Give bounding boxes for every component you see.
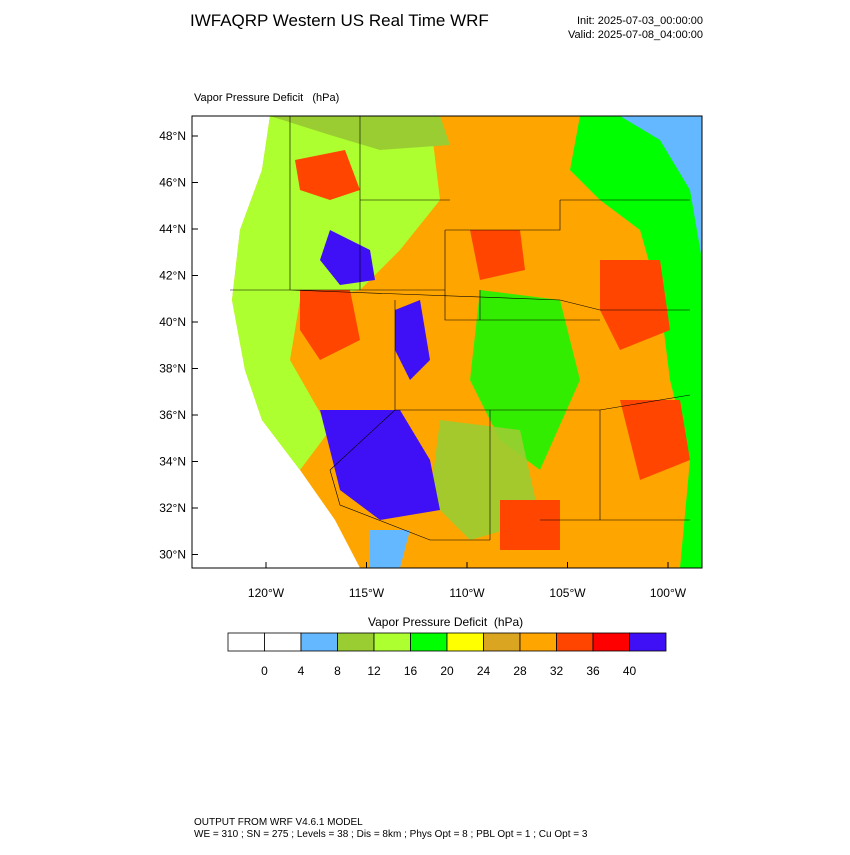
lat-label: 44°N bbox=[159, 222, 186, 236]
colorbar-label: 4 bbox=[298, 664, 305, 678]
lon-label: 120°W bbox=[248, 586, 285, 600]
init-time: Init: 2025-07-03_00:00:00 bbox=[577, 15, 703, 27]
lon-label: 100°W bbox=[650, 586, 687, 600]
colorbar-label: 40 bbox=[623, 664, 637, 678]
colorbar-title: Vapor Pressure Deficit (hPa) bbox=[368, 615, 523, 629]
lon-label: 105°W bbox=[549, 586, 586, 600]
lat-label: 36°N bbox=[159, 408, 186, 422]
colorbar-box bbox=[446, 632, 484, 652]
map bbox=[192, 116, 702, 568]
colorbar-box bbox=[519, 632, 557, 652]
colorbar-box bbox=[373, 632, 411, 652]
colorbar-label: 32 bbox=[550, 664, 564, 678]
colorbar-box bbox=[264, 632, 302, 652]
valid-time: Valid: 2025-07-08_04:00:00 bbox=[568, 29, 703, 41]
lat-label: 42°N bbox=[159, 269, 186, 283]
colorbar-box bbox=[556, 632, 594, 652]
colorbar-label: 8 bbox=[334, 664, 341, 678]
lat-label: 32°N bbox=[159, 501, 186, 515]
lat-label: 30°N bbox=[159, 548, 186, 562]
colorbar-label: 24 bbox=[477, 664, 491, 678]
footer-line: OUTPUT FROM WRF V4.6.1 MODEL bbox=[194, 817, 363, 828]
map-label: Vapor Pressure Deficit (hPa) bbox=[194, 92, 339, 104]
colorbar-box bbox=[483, 632, 521, 652]
colorbar-box bbox=[629, 632, 667, 652]
lat-label: 40°N bbox=[159, 315, 186, 329]
lon-label: 115°W bbox=[349, 586, 385, 600]
lat-label: 48°N bbox=[159, 129, 186, 143]
colorbar-label: 12 bbox=[367, 664, 381, 678]
colorbar-box bbox=[300, 632, 338, 652]
colorbar-label: 0 bbox=[261, 664, 268, 678]
title: IWFAQRP Western US Real Time WRF bbox=[190, 11, 489, 30]
colorbar-box bbox=[592, 632, 630, 652]
footer-line: WE = 310 ; SN = 275 ; Levels = 38 ; Dis … bbox=[194, 829, 588, 840]
colorbar-label: 36 bbox=[586, 664, 600, 678]
colorbar-box bbox=[337, 632, 375, 652]
colorbar-label: 16 bbox=[404, 664, 418, 678]
lon-label: 110°W bbox=[449, 586, 485, 600]
colorbar-box bbox=[410, 632, 448, 652]
colorbar-label: 28 bbox=[513, 664, 527, 678]
lat-label: 46°N bbox=[159, 176, 186, 190]
lat-label: 34°N bbox=[159, 455, 186, 469]
lat-label: 38°N bbox=[159, 362, 186, 376]
map-frame bbox=[191, 115, 703, 569]
colorbar-box bbox=[227, 632, 265, 652]
colorbar-label: 20 bbox=[440, 664, 454, 678]
